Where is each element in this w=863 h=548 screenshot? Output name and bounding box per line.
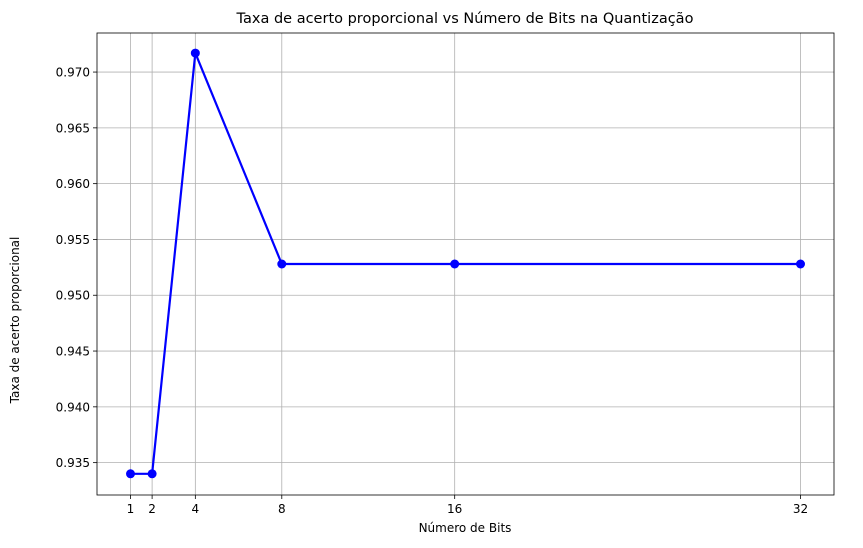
y-tick-label: 0.955 (56, 233, 90, 247)
axes: 1 2 4 8 16 32 0.935 0.940 0.945 0.950 0.955 0.960 0.… (56, 32, 835, 516)
chart-title: Taxa de acerto proporcional vs Número de… (236, 11, 694, 27)
data-point (277, 259, 287, 269)
x-tick-label: 1 (127, 502, 135, 516)
y-tick-label: 0.940 (56, 400, 90, 414)
y-tick-label: 0.965 (56, 121, 90, 135)
plot-frame (96, 32, 835, 496)
y-tick-label: 0.950 (56, 289, 90, 303)
series-line (130, 51, 801, 475)
y-tick-label: 0.935 (56, 456, 90, 470)
data-series (126, 48, 805, 479)
y-tick-label: 0.960 (56, 177, 90, 191)
data-point (796, 259, 805, 269)
x-tick-label: 4 (192, 502, 200, 516)
y-tick-label: 0.970 (56, 66, 90, 80)
data-point (126, 469, 135, 479)
y-axis-label: Taxa de acerto proporcional (8, 237, 22, 405)
x-tick-label: 8 (278, 502, 286, 516)
y-tick-label: 0.945 (56, 345, 90, 359)
x-tick-label: 2 (148, 502, 156, 516)
x-tick-label: 16 (447, 502, 462, 516)
data-point (147, 469, 157, 479)
data-point (450, 259, 460, 269)
x-axis-label: Número de Bits (419, 521, 512, 535)
data-point (190, 48, 200, 58)
x-tick-label: 32 (793, 502, 808, 516)
